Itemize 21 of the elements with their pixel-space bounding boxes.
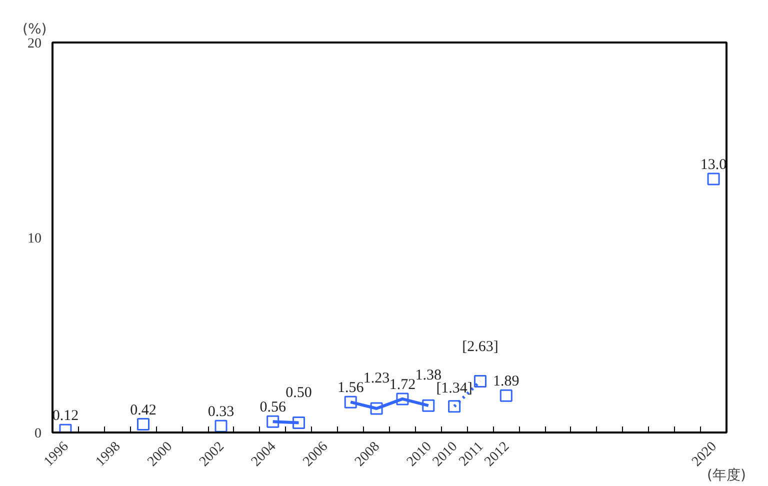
data-label: 1.72 bbox=[389, 376, 416, 393]
data-label: 0.42 bbox=[130, 402, 156, 418]
y-tick-label: 0 bbox=[34, 426, 42, 442]
y-tick-label: 20 bbox=[28, 36, 42, 52]
point bbox=[474, 374, 486, 388]
point bbox=[448, 400, 461, 413]
data-label: 0.50 bbox=[286, 384, 312, 401]
data-label: [2.63] bbox=[462, 339, 498, 356]
data-label: 1.56 bbox=[337, 380, 364, 396]
x-axis-title: (年度) bbox=[707, 467, 746, 484]
point bbox=[214, 420, 228, 432]
data-label: [1.34] bbox=[436, 380, 472, 396]
data-label: 1.89 bbox=[493, 374, 520, 390]
point bbox=[500, 389, 512, 402]
data-label: 0.33 bbox=[208, 404, 234, 420]
data-label: 0.56 bbox=[260, 400, 286, 416]
point bbox=[136, 418, 150, 431]
y-axis-title: (%) bbox=[22, 22, 47, 38]
data-label: 1.23 bbox=[363, 370, 390, 387]
y-tick-label: 10 bbox=[28, 232, 42, 246]
point bbox=[707, 172, 720, 186]
